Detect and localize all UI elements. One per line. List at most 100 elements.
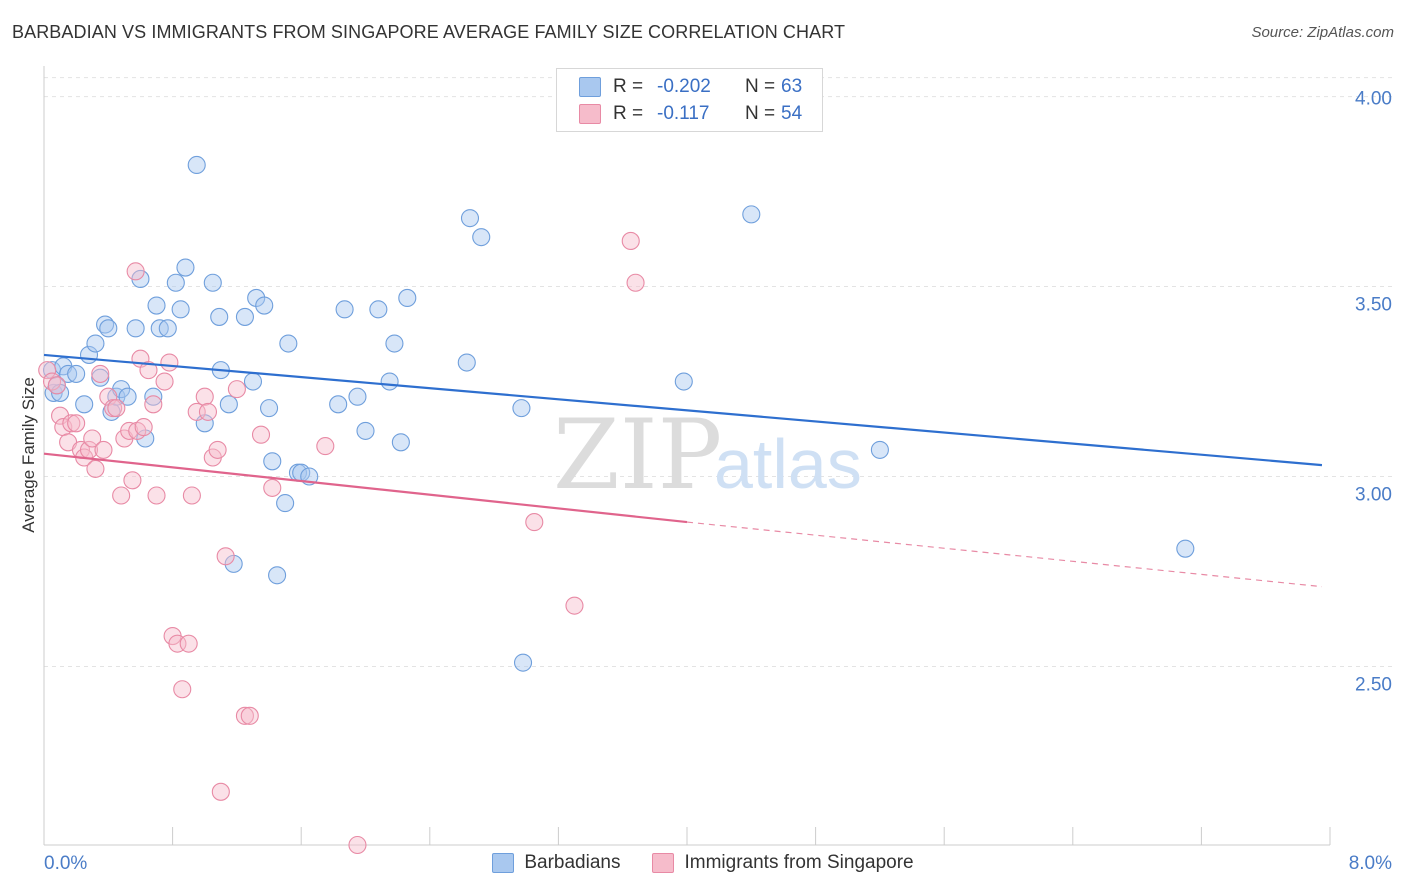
point-barbadians bbox=[369, 300, 388, 319]
series-legend: Barbadians Immigrants from Singapore bbox=[0, 852, 1406, 874]
point-singapore bbox=[263, 478, 282, 497]
chart-title: BARBADIAN VS IMMIGRANTS FROM SINGAPORE A… bbox=[12, 22, 846, 42]
legend-n-value: 63 bbox=[781, 76, 803, 97]
point-barbadians bbox=[391, 433, 410, 452]
point-barbadians bbox=[335, 300, 354, 319]
point-singapore bbox=[208, 440, 227, 459]
trend-line-barbadians bbox=[43, 353, 1323, 467]
legend-r-value: -0.202 bbox=[657, 76, 711, 97]
point-singapore bbox=[216, 547, 235, 566]
point-barbadians bbox=[255, 296, 274, 315]
legend-r-label: R = bbox=[613, 103, 644, 124]
point-singapore bbox=[235, 706, 254, 725]
point-singapore bbox=[621, 231, 640, 251]
point-barbadians bbox=[329, 395, 348, 414]
series-swatch-barbadians bbox=[492, 853, 515, 873]
point-barbadians bbox=[460, 209, 480, 228]
point-barbadians bbox=[187, 155, 206, 175]
point-singapore bbox=[251, 425, 271, 444]
series-legend-item-barbadians[interactable]: Barbadians bbox=[492, 852, 620, 874]
point-singapore bbox=[91, 364, 110, 383]
trend-lines bbox=[43, 353, 1323, 588]
point-singapore bbox=[38, 361, 57, 380]
point-barbadians bbox=[203, 273, 222, 292]
trend-line-singapore-extension bbox=[686, 521, 1323, 588]
series-name-barbadians: Barbadians bbox=[524, 852, 621, 873]
x-tick-label-max: 8.0% bbox=[1349, 853, 1392, 874]
point-barbadians bbox=[276, 494, 295, 513]
point-singapore bbox=[126, 262, 145, 281]
point-barbadians bbox=[75, 395, 94, 414]
point-singapore bbox=[525, 513, 544, 532]
series-legend-item-singapore[interactable]: Immigrants from Singapore bbox=[652, 852, 914, 874]
point-singapore bbox=[139, 361, 158, 380]
legend-n-value: 54 bbox=[781, 103, 803, 124]
point-barbadians bbox=[243, 372, 263, 391]
point-singapore bbox=[348, 835, 367, 855]
point-barbadians bbox=[67, 364, 86, 383]
legend-swatch-barbadians bbox=[579, 77, 601, 97]
data-points bbox=[38, 155, 1195, 855]
tick-labels: 4.00 3.50 3.00 2.50 0.0% 8.0% bbox=[44, 89, 1392, 874]
y-tick-label: 3.00 bbox=[1355, 484, 1392, 505]
point-barbadians bbox=[742, 205, 761, 224]
legend-swatch-singapore bbox=[579, 104, 601, 124]
legend-r-label: R = bbox=[613, 76, 644, 97]
point-barbadians bbox=[171, 300, 190, 319]
legend-row-singapore: R = -0.117 N = 54 bbox=[579, 102, 802, 126]
watermark-zip: ZIP bbox=[553, 399, 722, 511]
point-singapore bbox=[107, 399, 126, 418]
point-singapore bbox=[179, 634, 198, 653]
point-singapore bbox=[211, 782, 230, 801]
point-barbadians bbox=[126, 319, 145, 338]
point-barbadians bbox=[398, 288, 417, 307]
point-barbadians bbox=[91, 368, 110, 387]
point-singapore bbox=[112, 486, 131, 505]
point-singapore bbox=[47, 376, 66, 395]
point-singapore bbox=[316, 437, 335, 456]
legend-r-value: -0.117 bbox=[657, 103, 710, 124]
point-barbadians bbox=[158, 319, 177, 338]
point-barbadians bbox=[870, 440, 889, 459]
point-barbadians bbox=[147, 296, 166, 315]
point-singapore bbox=[83, 429, 102, 448]
trend-line-singapore bbox=[43, 452, 688, 524]
point-barbadians bbox=[118, 387, 137, 406]
y-tick-label: 2.50 bbox=[1355, 674, 1392, 695]
point-singapore bbox=[198, 402, 218, 421]
point-singapore bbox=[173, 680, 192, 699]
point-singapore bbox=[155, 372, 174, 391]
point-barbadians bbox=[176, 258, 195, 277]
source-credit: Source: ZipAtlas.com bbox=[1251, 24, 1394, 41]
point-barbadians bbox=[235, 307, 254, 326]
point-barbadians bbox=[268, 566, 287, 585]
point-singapore bbox=[86, 459, 105, 478]
point-singapore bbox=[134, 418, 153, 437]
watermark: ZIP atlas bbox=[553, 399, 862, 511]
point-barbadians bbox=[219, 395, 238, 414]
correlation-legend: R = -0.202 N = 63 R = -0.117 N = 54 bbox=[556, 68, 823, 132]
legend-n-label: N = bbox=[745, 103, 776, 124]
point-singapore bbox=[67, 414, 86, 433]
point-barbadians bbox=[380, 372, 399, 391]
series-name-singapore: Immigrants from Singapore bbox=[684, 852, 914, 873]
point-singapore bbox=[182, 486, 201, 505]
point-singapore bbox=[62, 414, 81, 433]
point-barbadians bbox=[674, 372, 693, 391]
point-barbadians bbox=[166, 273, 185, 292]
point-singapore bbox=[240, 706, 259, 725]
legend-row-barbadians: R = -0.202 N = 63 bbox=[579, 75, 802, 99]
point-barbadians bbox=[457, 353, 476, 372]
point-barbadians bbox=[385, 334, 404, 353]
point-barbadians bbox=[86, 334, 105, 353]
series-swatch-singapore bbox=[652, 853, 675, 873]
y-tick-label: 3.50 bbox=[1355, 295, 1392, 316]
point-singapore bbox=[227, 380, 246, 399]
point-barbadians bbox=[1176, 539, 1195, 558]
point-singapore bbox=[147, 486, 166, 505]
y-axis-label: Average Family Size bbox=[19, 377, 38, 533]
point-singapore bbox=[144, 395, 163, 414]
axes bbox=[43, 66, 1331, 846]
point-barbadians bbox=[512, 399, 531, 418]
